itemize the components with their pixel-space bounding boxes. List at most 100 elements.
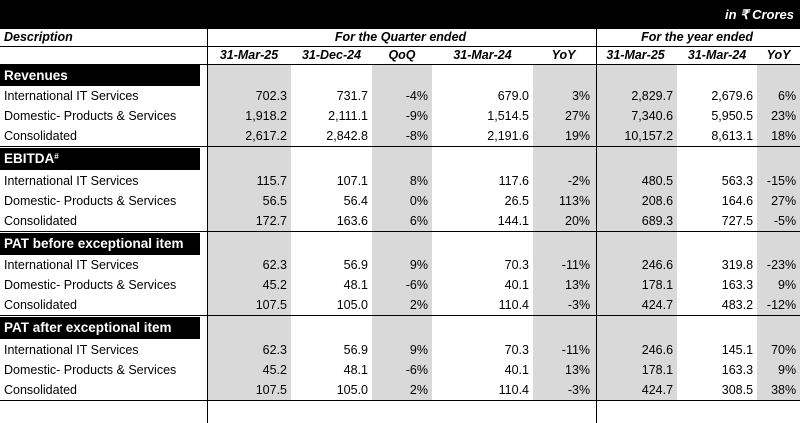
blank-cell: [757, 64, 800, 86]
blank-cell: [291, 65, 372, 87]
blank-cell: [372, 146, 432, 171]
row-label: Consolidated: [0, 379, 207, 401]
value-cell: -5%: [757, 210, 800, 232]
value-cell: 56.4: [343, 193, 368, 208]
blank-cell: [372, 64, 432, 86]
blank-cell: [533, 64, 595, 86]
value-cell: 246.6: [594, 339, 678, 360]
col-header: 31-Dec-24: [291, 46, 372, 65]
value-cell: 483.2: [677, 295, 758, 316]
value-cell: 319.8: [721, 258, 754, 272]
table-row: International IT Services 62.3 56.9 9% 70.3-…: [0, 339, 800, 360]
col-header: 31-Mar-24: [677, 46, 758, 65]
blank-cell: [432, 316, 533, 340]
value-cell: 164.6: [721, 193, 754, 208]
value-cell: 107.5: [207, 295, 291, 316]
value-cell: 163.6: [291, 210, 372, 232]
value-cell: 731.7: [336, 89, 368, 103]
blank-cell: [677, 231, 757, 255]
section-title: PAT before exceptional item: [0, 232, 200, 255]
value-cell: 9%: [757, 275, 800, 295]
blank-cell: [432, 65, 533, 87]
value-cell: -12%: [757, 295, 800, 316]
section-title-text: Revenues: [4, 68, 68, 83]
row-label: Consolidated: [0, 210, 207, 232]
value-cell: 110.4: [432, 379, 533, 401]
table-row: International IT Services 702.3 731.7 -4% 67…: [0, 86, 800, 106]
value-cell: 563.3: [721, 173, 754, 188]
value-cell: 6%: [372, 210, 432, 232]
value-cell: 2,191.6: [432, 126, 533, 147]
blank-cell: [432, 147, 533, 171]
value-cell: 163.3: [721, 362, 754, 377]
table-row: Domestic- Products & Services 45.2 48.1 -6%…: [0, 359, 800, 380]
col-header: 31-Mar-24: [432, 46, 533, 65]
value-cell: 115.7: [207, 170, 291, 191]
value-cell: -15%: [757, 170, 800, 191]
header-group-row: Description For the Quarter ended For th…: [0, 29, 800, 47]
value-cell: -6%: [372, 359, 432, 380]
value-cell: 107.5: [207, 379, 291, 401]
section-title-cell: Revenues: [0, 65, 207, 86]
value-cell: 9%: [372, 255, 432, 275]
value-cell: 424.7: [594, 295, 678, 316]
value-cell: 105.0: [291, 379, 372, 401]
header-columns-row: 31-Mar-25 31-Dec-24 QoQ 31-Mar-24 YoY 31…: [0, 46, 800, 65]
blank-cell: [291, 147, 372, 171]
value-cell: 2%: [372, 379, 432, 401]
blank-cell: [677, 316, 757, 340]
value-cell: -11%: [533, 255, 595, 275]
value-cell: 8%: [372, 170, 432, 191]
value-cell: 56.9: [343, 342, 368, 357]
header-blank: [0, 46, 207, 65]
section-title-text: PAT before exceptional item: [4, 235, 184, 251]
blank-cell: [207, 146, 291, 171]
row-label: Consolidated: [0, 126, 207, 147]
value-cell: -2%: [533, 170, 595, 191]
table-row: Consolidated 107.5 105.0 2% 110.4 -3% 424.7 483…: [0, 295, 800, 316]
blank-cell: [594, 315, 678, 340]
value-cell: 8,613.1: [677, 126, 758, 147]
value-cell: 246.6: [594, 255, 678, 275]
blank-cell: [207, 231, 291, 255]
value-cell: 178.1: [594, 359, 678, 380]
quarter-group-header: For the Quarter ended: [207, 29, 595, 47]
table-row: Consolidated 172.7 163.6 6% 144.1 20% 689.3 727…: [0, 210, 800, 232]
value-cell: 2,842.8: [291, 126, 372, 147]
value-cell: -9%: [372, 106, 432, 126]
value-cell: 48.1: [343, 362, 368, 377]
blank-cell: [291, 316, 372, 340]
value-cell: 208.6: [594, 190, 678, 211]
value-cell: 2,111.1: [328, 109, 368, 123]
value-cell: 424.7: [594, 379, 678, 401]
blank-cell: [757, 231, 800, 255]
blank-cell: [533, 315, 595, 340]
table-row: Consolidated 2,617.2 2,842.8 -8% 2,191.6 19% 1…: [0, 126, 800, 147]
value-cell: 13%: [533, 359, 595, 380]
blank-cell: [677, 65, 757, 87]
footnote-mark: #: [54, 152, 59, 162]
col-header: QoQ: [372, 46, 432, 65]
value-cell: 6%: [757, 86, 800, 106]
currency-note-bar: in ₹ Crores: [0, 0, 800, 29]
value-cell: 3%: [533, 86, 595, 106]
section-title: PAT after exceptional item: [0, 317, 200, 340]
value-cell: 2%: [372, 295, 432, 316]
value-cell: 110.4: [432, 295, 533, 316]
section-header-row: EBITDA#: [0, 146, 800, 171]
value-cell: 56.5: [207, 190, 291, 211]
value-cell: 20%: [533, 210, 595, 232]
value-cell: 0%: [372, 190, 432, 211]
row-label: International IT Services: [4, 258, 139, 272]
row-label: Domestic- Products & Services: [4, 362, 177, 377]
value-cell: 10,157.2: [594, 126, 678, 147]
blank-cell: [432, 231, 533, 255]
value-cell: 18%: [757, 126, 800, 147]
value-cell: 26.5: [504, 193, 529, 208]
value-cell: 9%: [757, 359, 800, 380]
table-row: International IT Services 115.7 107.1 8% 117…: [0, 170, 800, 191]
value-cell: -6%: [372, 275, 432, 295]
blank-cell: [594, 64, 678, 86]
row-label: Domestic- Products & Services: [4, 193, 177, 208]
value-cell: 113%: [533, 190, 595, 211]
